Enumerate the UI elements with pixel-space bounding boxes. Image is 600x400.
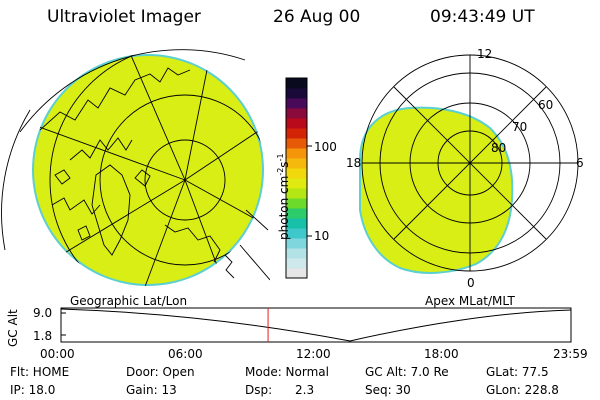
coastline-europe [164,224,221,263]
mlat-label-80: 80 [491,141,507,155]
altitude-curve [60,308,572,342]
xtick-0600: 06:00 [168,347,203,361]
colorbar-stripe [286,198,307,209]
altitude-ytick-top: 9.0 [33,306,53,320]
colorbar-stripe [286,258,307,269]
colorbar-tick-10: 10 [314,229,330,243]
altitude-ytick-bottom: 1.8 [33,329,53,343]
colorbar-stripe [286,158,307,169]
mlt-label-6: 6 [576,156,584,170]
colorbar-stripe [286,238,307,249]
colorbar-stripe [286,118,307,129]
coastline-greenland [91,164,131,256]
coastline-north-america [39,67,191,215]
colorbar-stripe [286,178,307,189]
info-seq: Seq: 30 [365,383,411,397]
meridian [139,179,186,286]
lat-circle-60 [49,54,264,286]
colorbar-stripe [286,188,307,199]
apex-image-blob [359,106,514,274]
colorbar-stripe [286,88,307,99]
info-mode: Mode: Normal [245,365,329,379]
mlt-label-12: 12 [477,47,493,61]
date-label: 26 Aug 00 [273,7,361,27]
colorbar-stripe [286,148,307,159]
info-door: Door: Open [126,365,195,379]
info-flight: Flt: HOME [10,365,70,379]
mlt-label-0: 0 [467,276,475,290]
colorbar-stripe [286,138,307,149]
lat-circle-80 [144,139,226,221]
colorbar-stripe [286,108,307,119]
apex-panel-label: Apex MLat/MLT [425,294,515,308]
info-gc-alt: GC Alt: 7.0 Re [365,365,449,379]
mlat-label-70: 70 [512,120,528,134]
geographic-panel-label: Geographic Lat/Lon [70,294,188,308]
lat-circle-70 [99,94,264,266]
colorbar-stripe [286,208,307,219]
colorbar-stripe [286,98,307,109]
altitude-plot-frame [60,307,572,343]
time-label: 09:43:49 UT [430,7,535,27]
coastline-islands [54,169,151,241]
info-glon: GLon: 228.8 [486,383,559,397]
info-dsp: Dsp: 2.3 [245,383,315,397]
meridian [32,119,186,181]
mlat-label-60: 60 [538,98,554,112]
xtick-2359: 23:59 [553,347,588,361]
colorbar-stripe [286,228,307,239]
mlt-label-18: 18 [346,156,362,170]
colorbar-stripe [286,128,307,139]
instrument-title: Ultraviolet Imager [47,7,201,27]
colorbar-stripe [286,268,307,279]
colorbar-tick-100: 100 [314,140,337,154]
colorbar-stripe [286,248,307,259]
colorbar-stripe [286,168,307,179]
colorbar-stripe [286,218,307,229]
xtick-1800: 18:00 [424,347,459,361]
info-ip: IP: 18.0 [10,383,56,397]
info-glat: GLat: 77.5 [486,365,549,379]
info-gain: Gain: 13 [126,383,177,397]
xtick-0000: 00:00 [40,347,75,361]
colorbar-stripe [286,78,307,89]
xtick-1200: 12:00 [296,347,331,361]
